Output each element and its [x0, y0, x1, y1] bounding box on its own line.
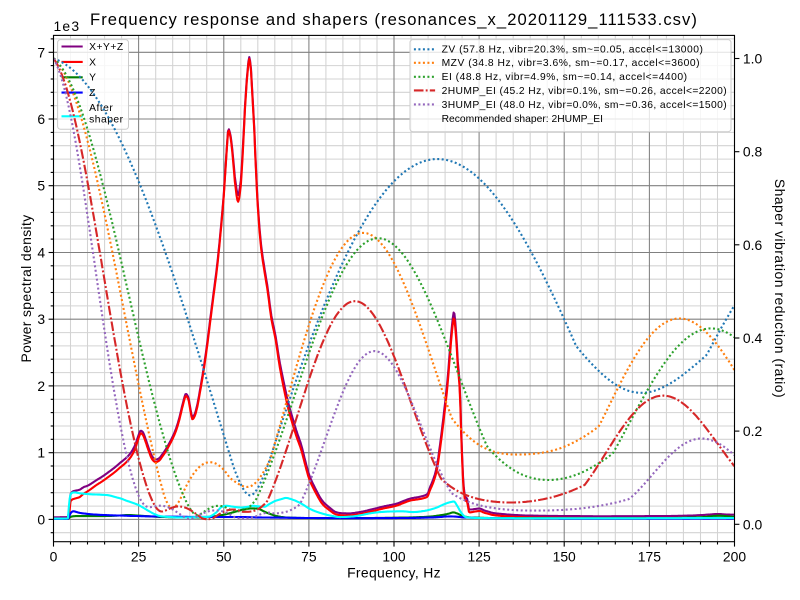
svg-text:50: 50 — [216, 549, 232, 565]
svg-text:Frequency, Hz: Frequency, Hz — [347, 565, 441, 581]
svg-text:After: After — [89, 103, 113, 114]
svg-text:75: 75 — [301, 549, 317, 565]
svg-text:125: 125 — [468, 549, 491, 565]
svg-text:EI (48.8 Hz, vibr=4.9%, sm~=0.: EI (48.8 Hz, vibr=4.9%, sm~=0.14, accel<… — [442, 72, 688, 83]
svg-text:25: 25 — [131, 549, 147, 565]
svg-text:100: 100 — [382, 549, 405, 565]
svg-text:4: 4 — [37, 245, 45, 261]
svg-text:0.4: 0.4 — [743, 330, 763, 346]
svg-text:X: X — [89, 57, 96, 68]
svg-text:1: 1 — [37, 445, 45, 461]
svg-text:175: 175 — [638, 549, 661, 565]
svg-text:3: 3 — [37, 311, 45, 327]
svg-text:2: 2 — [37, 378, 45, 394]
svg-text:0.6: 0.6 — [743, 237, 763, 253]
svg-text:ZV (57.8 Hz, vibr=20.3%, sm~=0: ZV (57.8 Hz, vibr=20.3%, sm~=0.05, accel… — [442, 45, 704, 56]
svg-text:0.2: 0.2 — [743, 423, 763, 439]
svg-text:shaper: shaper — [89, 114, 124, 125]
svg-text:0.0: 0.0 — [743, 516, 763, 532]
svg-text:X+Y+Z: X+Y+Z — [89, 42, 124, 53]
svg-text:0.8: 0.8 — [743, 144, 763, 160]
svg-text:3HUMP_EI (48.0 Hz, vibr=0.0%,: 3HUMP_EI (48.0 Hz, vibr=0.0%, sm~=0.36, … — [442, 100, 728, 111]
svg-text:5: 5 — [37, 178, 45, 194]
svg-text:200: 200 — [723, 549, 746, 565]
svg-text:1.0: 1.0 — [743, 51, 763, 67]
svg-text:Recommended shaper: 2HUMP_EI: Recommended shaper: 2HUMP_EI — [442, 114, 603, 125]
svg-text:Power spectral density: Power spectral density — [18, 214, 34, 362]
svg-text:MZV (34.8 Hz, vibr=3.6%, sm~=0: MZV (34.8 Hz, vibr=3.6%, sm~=0.17, accel… — [442, 58, 700, 69]
svg-text:7: 7 — [37, 44, 45, 60]
svg-text:6: 6 — [37, 111, 45, 127]
svg-text:1e3: 1e3 — [54, 18, 81, 34]
svg-text:Shaper vibration reduction (ra: Shaper vibration reduction (ratio) — [772, 179, 788, 398]
svg-text:2HUMP_EI (45.2 Hz, vibr=0.1%,: 2HUMP_EI (45.2 Hz, vibr=0.1%, sm~=0.26, … — [442, 86, 728, 97]
svg-text:Y: Y — [89, 73, 96, 84]
svg-text:Frequency response and shapers: Frequency response and shapers (resonanc… — [90, 10, 698, 29]
svg-text:0: 0 — [37, 511, 45, 527]
svg-text:Z: Z — [89, 88, 96, 99]
svg-text:150: 150 — [553, 549, 576, 565]
svg-text:0: 0 — [50, 549, 58, 565]
